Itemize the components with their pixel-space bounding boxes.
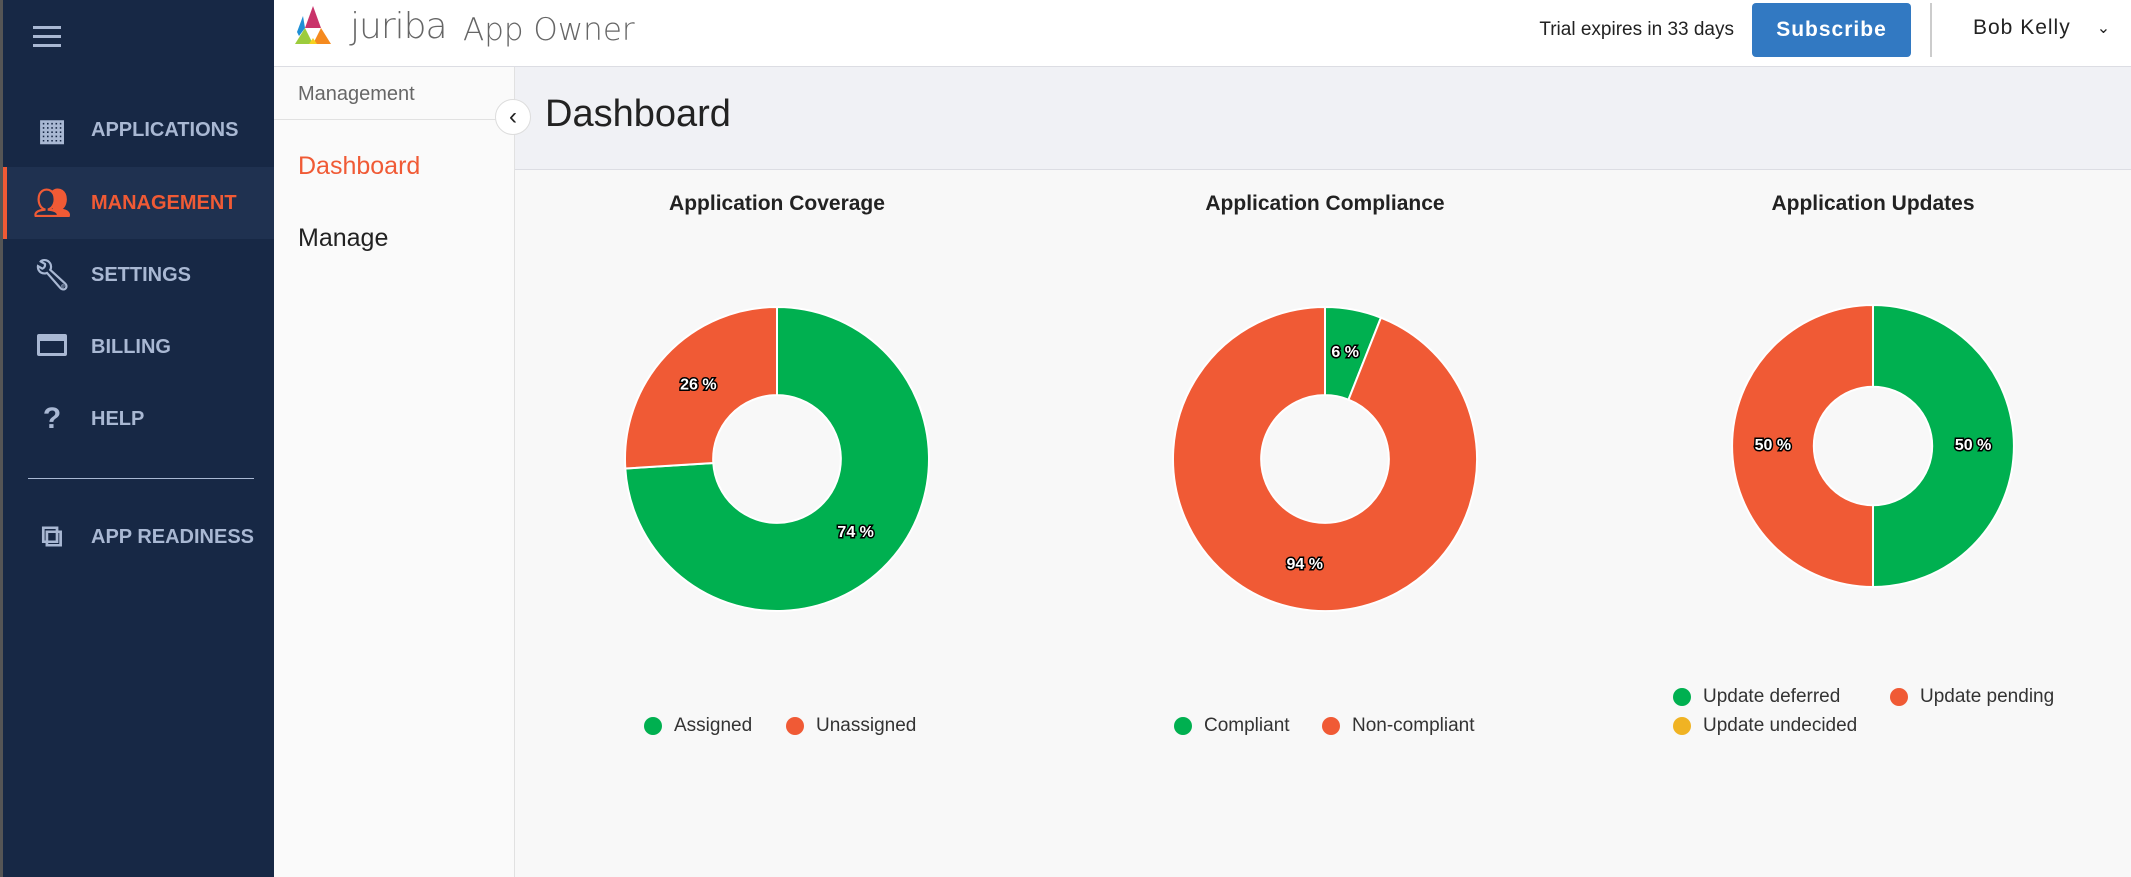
data-label: 50 % [1755, 437, 1791, 454]
legend-dot [1322, 717, 1340, 735]
top-header: juriba App Owner Trial expires in 33 day… [274, 0, 2131, 67]
sidebar-item-app-readiness[interactable]: ⧉ APP READINESS [3, 501, 274, 573]
legend-dot [1890, 688, 1908, 706]
legend-item-update-undecided[interactable]: Update undecided [1673, 715, 1857, 737]
subnav-item-dashboard[interactable]: Dashboard [298, 152, 421, 180]
legend-label: Compliant [1204, 715, 1290, 736]
legend-label: Non-compliant [1352, 715, 1475, 736]
page-title: Dashboard [545, 93, 731, 135]
sidebar: ▦ APPLICATIONS 👥︎ MANAGEMENT 🔧︎ SETTINGS BI… [0, 0, 274, 877]
legend-dot [786, 717, 804, 735]
sidebar-item-billing[interactable]: BILLING [3, 311, 274, 383]
donut-slice-non-compliant[interactable] [1172, 305, 1478, 612]
legend-dot [1673, 717, 1691, 735]
collapse-panel-button[interactable]: ‹ [495, 99, 531, 135]
help-icon: ? [42, 402, 62, 435]
subnav-heading: Management [298, 83, 415, 105]
chart-title-updates: Application Updates [1771, 192, 1975, 215]
people-icon: 👥︎ [33, 186, 72, 220]
trial-status: Trial expires in 33 days [1539, 19, 1734, 40]
user-name: Bob Kelly [1973, 16, 2071, 39]
subnav-item-manage[interactable]: Manage [298, 224, 389, 252]
legend-item-update-deferred[interactable]: Update deferred [1673, 686, 1840, 708]
wrench-icon: 🔧︎ [33, 258, 72, 292]
chart-title-coverage: Application Coverage [669, 192, 885, 215]
legend-label: Unassigned [816, 715, 917, 736]
sidebar-item-settings[interactable]: 🔧︎ SETTINGS [33, 258, 192, 292]
legend-dot [644, 717, 662, 735]
user-menu[interactable]: Bob Kelly ⌄ [1973, 16, 2111, 40]
sidebar-item-management[interactable]: 👥︎ MANAGEMENT [3, 167, 274, 239]
chart-title-compliance: Application Compliance [1205, 192, 1445, 215]
legend-dot [1174, 717, 1192, 735]
grid-icon: ▦ [37, 113, 67, 147]
donut-slice-update-deferred[interactable] [1872, 303, 2015, 589]
product-name: App Owner [463, 12, 635, 48]
page-title-bar: Dashboard [515, 67, 2131, 170]
data-label: 26 % [680, 376, 716, 393]
hamburger-menu-icon[interactable] [33, 26, 61, 47]
donut-slice-unassigned[interactable] [624, 305, 778, 470]
legend-label: Update undecided [1703, 715, 1858, 736]
secondary-nav: Management Dashboard Manage [274, 67, 515, 877]
sidebar-item-help[interactable]: ? HELP [3, 383, 274, 455]
legend-dot [1673, 688, 1691, 706]
legend-label: Assigned [674, 715, 753, 736]
juriba-logo-icon [295, 6, 331, 44]
legend-item-unassigned[interactable]: Unassigned [786, 715, 916, 737]
header-divider [1930, 3, 1932, 57]
legend-item-non-compliant[interactable]: Non-compliant [1322, 715, 1475, 737]
legend-item-compliant[interactable]: Compliant [1174, 715, 1290, 737]
brand-name: juriba [350, 6, 448, 47]
donut-slice-update-pending[interactable] [1731, 303, 1874, 589]
data-label: 74 % [837, 524, 873, 541]
chevron-down-icon: ⌄ [2096, 20, 2112, 37]
external-link-icon: ⧉ [41, 520, 63, 553]
data-label: 94 % [1287, 556, 1323, 573]
data-label: 6 % [1331, 344, 1359, 361]
legend-item-update-pending[interactable]: Update pending [1890, 686, 2054, 708]
donut-slice-assigned[interactable] [624, 305, 930, 612]
sidebar-item-applications[interactable]: ▦ APPLICATIONS [3, 94, 274, 166]
chevron-left-icon: ‹ [509, 103, 517, 130]
subnav-divider [274, 119, 514, 120]
legend-label: Update deferred [1703, 686, 1841, 707]
data-label: 50 % [1955, 437, 1991, 454]
credit-card-icon [33, 330, 71, 364]
subscribe-button[interactable]: Subscribe [1752, 3, 1911, 57]
legend-item-assigned[interactable]: Assigned [644, 715, 752, 737]
legend-label: Update pending [1920, 686, 2055, 707]
sidebar-divider [28, 478, 254, 479]
